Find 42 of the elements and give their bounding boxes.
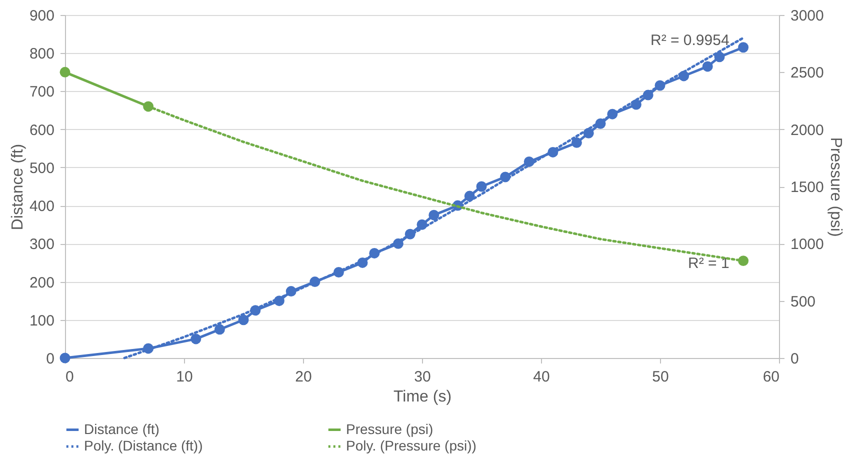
x-tick-label: 30 [414, 368, 431, 386]
x-tick-label: 40 [533, 368, 550, 386]
x-tick-label: 50 [652, 368, 669, 386]
y2-tick-label: 0 [790, 350, 799, 368]
y2-tick-label: 500 [790, 293, 816, 310]
y2-tick-label: 1500 [790, 179, 824, 196]
y2-tick-label: 2000 [790, 122, 824, 139]
x-tick-label: 20 [295, 368, 312, 386]
y-tick-label: 900 [29, 8, 54, 24]
y-tick-label: 0 [46, 350, 54, 368]
legend-label: Pressure (psi) [346, 420, 434, 437]
y-tick-label: 800 [29, 46, 54, 63]
legend-label: Distance (ft) [84, 420, 160, 437]
point [214, 324, 225, 335]
point [738, 42, 749, 53]
x-axis-title: Time (s) [393, 388, 452, 406]
legend-label: Poly. (Pressure (psi)) [346, 438, 476, 454]
y2-tick-label: 1000 [790, 236, 824, 254]
x-tick-label: 10 [176, 368, 193, 386]
y2-tick-label: 2500 [790, 64, 824, 82]
y-tick-label: 100 [29, 312, 54, 330]
y-tick-label: 300 [29, 236, 54, 254]
point [60, 352, 70, 364]
x-tick-label: 0 [66, 368, 74, 386]
legend-label: Poly. (Distance (ft)) [84, 438, 203, 454]
point [238, 314, 249, 326]
annotation: R² = 0.9954 [650, 32, 730, 49]
point [571, 137, 582, 148]
y-tick-label: 200 [29, 274, 54, 292]
point [190, 334, 202, 344]
y-tick-label: 600 [29, 122, 54, 139]
y-tick-label: 500 [29, 160, 54, 177]
y2-axis-title: Pressure (psi) [826, 137, 844, 237]
point [476, 181, 487, 192]
x-tick-label: 60 [762, 368, 780, 386]
point [428, 210, 440, 220]
y-axis-title: Distance (ft) [9, 144, 26, 230]
y2-tick-label: 3000 [790, 8, 824, 24]
point [60, 66, 70, 78]
y-tick-label: 400 [29, 198, 54, 216]
y-tick-label: 700 [29, 84, 54, 101]
point [702, 61, 713, 72]
